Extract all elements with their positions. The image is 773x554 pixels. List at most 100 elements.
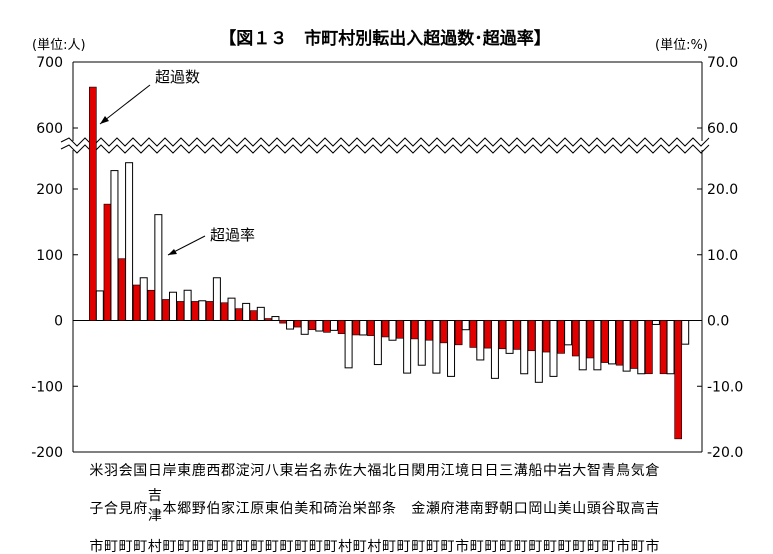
category-label: 町	[162, 539, 176, 554]
category-label: 町	[441, 539, 455, 554]
category-label: 金	[411, 501, 425, 517]
right-tick-label: 70.0	[707, 55, 738, 71]
category-label: 家	[221, 500, 235, 517]
category-label: 伯	[280, 501, 294, 517]
axis-break-line	[60, 144, 710, 154]
category-label: 美	[294, 501, 308, 517]
bar-excess-rate	[329, 320, 338, 331]
chart-title: 【図１３ 市町村別転出入超過数･超過率】	[219, 28, 551, 49]
annotation-arrowhead	[168, 249, 177, 255]
axis-break-gap	[60, 141, 715, 150]
category-label: 町	[177, 539, 191, 554]
bar-excess-count	[542, 320, 551, 353]
bar-excess-rate	[227, 297, 236, 321]
bar-excess-count	[674, 320, 682, 440]
bar-excess-count	[528, 320, 536, 352]
category-label: 町	[309, 539, 323, 554]
bar-excess-count	[367, 320, 375, 336]
bar-excess-rate	[403, 320, 412, 374]
bar-excess-count	[410, 320, 419, 340]
category-label: 岩	[294, 463, 308, 479]
category-label: 港	[455, 501, 469, 517]
bar-excess-count	[469, 320, 478, 348]
bar-excess-rate	[447, 320, 456, 377]
bar-excess-count	[249, 310, 258, 321]
category-label: 倉	[645, 463, 659, 479]
bar-excess-count	[206, 301, 214, 321]
category-label: 山	[543, 501, 557, 517]
category-label: 南	[470, 501, 484, 517]
category-label: 三	[499, 463, 513, 479]
bar-excess-rate	[344, 320, 353, 369]
bar-excess-rate	[476, 320, 485, 361]
bar-excess-count	[162, 299, 170, 321]
category-label: 町	[133, 539, 147, 554]
category-label: 溝	[514, 463, 528, 479]
annotation-leader	[99, 84, 151, 125]
category-label: 府	[441, 501, 455, 517]
bar-excess-count	[484, 320, 492, 349]
right-tick-label: -10.0	[707, 379, 743, 395]
bar-excess-count	[615, 320, 624, 366]
category-label: 谷	[602, 501, 616, 517]
bar-excess-rate	[95, 290, 104, 322]
bar-excess-count	[381, 320, 390, 338]
right-tick-label: 0.0	[707, 314, 729, 330]
category-label: 頭	[587, 501, 601, 517]
right-tick-label: -20.0	[707, 445, 743, 461]
bar-excess-rate	[651, 320, 660, 325]
bar-excess-count	[645, 320, 653, 375]
category-label: 合	[104, 501, 118, 517]
category-label: 町	[558, 539, 572, 554]
bar-excess-rate	[505, 320, 514, 354]
category-label: 気	[631, 463, 645, 479]
category-label: 江	[236, 501, 250, 517]
bar-excess-rate	[520, 320, 529, 375]
left-tick-label: -200	[31, 445, 63, 461]
category-label: 境	[455, 463, 469, 479]
category-label: 伯	[206, 501, 220, 517]
category-label: 市	[89, 538, 103, 554]
category-label: 関	[411, 463, 425, 479]
bar-excess-rate	[578, 320, 587, 371]
left-tick-label: 100	[36, 248, 63, 264]
category-label: 口	[514, 501, 528, 517]
category-label: 吉	[148, 488, 162, 504]
category-label: 羽	[104, 463, 118, 479]
category-label: 名	[309, 463, 323, 479]
category-label: 町	[382, 539, 396, 554]
category-label: 津	[148, 508, 162, 524]
category-label: 郡	[221, 463, 235, 479]
bar-excess-rate	[110, 170, 119, 321]
left-tick-label: 200	[36, 182, 63, 198]
category-label: 会	[119, 463, 133, 479]
bar-excess-rate	[681, 320, 690, 345]
category-label: 町	[104, 539, 118, 554]
category-label: 赤	[323, 463, 337, 479]
category-label: 原	[250, 501, 264, 517]
category-label: 野	[192, 501, 206, 517]
bar-excess-count	[118, 258, 126, 321]
bar-excess-count	[571, 320, 580, 357]
category-label: 北	[382, 463, 396, 479]
category-label: 国	[133, 463, 147, 479]
category-label: 町	[192, 539, 206, 554]
category-label: 青	[602, 463, 616, 479]
bar-excess-count	[513, 320, 522, 350]
bar-excess-rate	[388, 320, 397, 341]
bar-excess-count	[235, 308, 243, 321]
category-label: 町	[250, 539, 264, 554]
category-label: 町	[484, 539, 498, 554]
bar-excess-count	[557, 320, 565, 354]
category-label: 朝	[499, 501, 513, 517]
category-label: 市	[455, 538, 469, 554]
category-label: 町	[470, 539, 484, 554]
category-label: 河	[250, 463, 264, 479]
category-label: 条	[382, 500, 396, 517]
category-label: 町	[602, 539, 616, 554]
right-unit-label: (単位:%)	[655, 37, 708, 53]
category-label: 高	[631, 500, 645, 517]
bar-excess-rate	[373, 320, 382, 366]
bar-excess-count	[440, 320, 448, 344]
category-label: 府	[133, 501, 147, 517]
